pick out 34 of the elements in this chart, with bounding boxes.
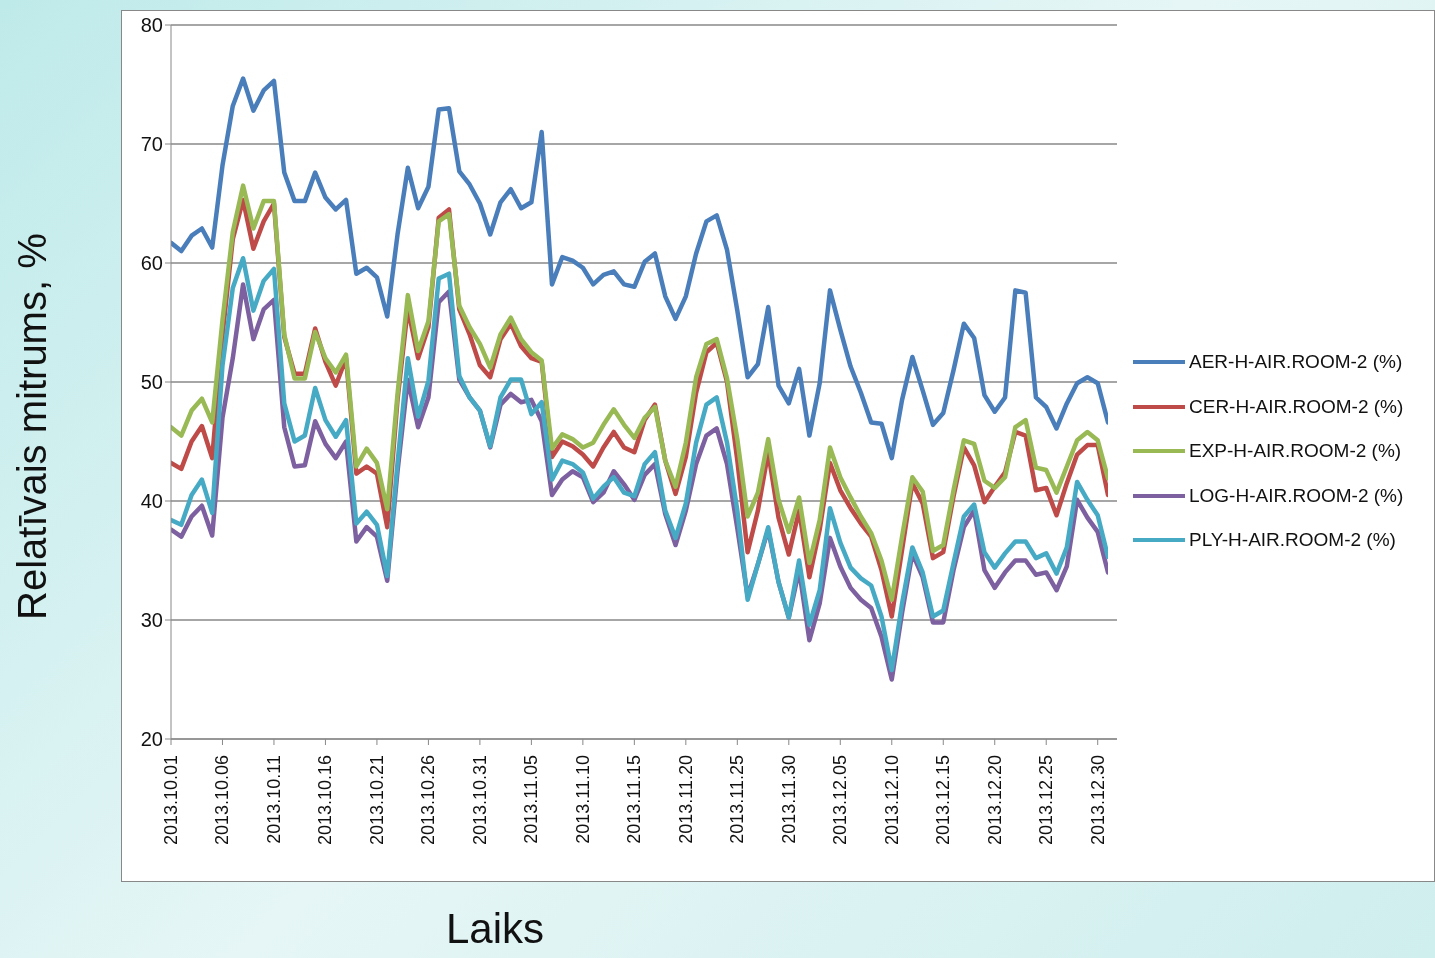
legend-label: AER-H-AIR.ROOM-2 (%): [1189, 351, 1403, 374]
x-tick-label: 2013.12.30: [1087, 755, 1108, 846]
y-tick-label: 30: [140, 609, 163, 632]
x-tick-label: 2013.11.25: [727, 755, 748, 844]
x-tick-label: 2013.11.20: [675, 755, 696, 844]
y-tick-label: 40: [140, 490, 163, 513]
x-tick-label: 2013.10.06: [212, 755, 233, 846]
y-tick-label: 60: [140, 252, 163, 275]
y-tick-label: 20: [140, 728, 163, 751]
x-tick-label: 2013.12.10: [881, 755, 902, 846]
y-axis-title: Relatīvais mitrums, %: [9, 232, 55, 620]
x-tick-label: 2013.11.30: [778, 755, 799, 844]
x-tick-label: 2013.10.26: [418, 755, 439, 846]
legend-label: EXP-H-AIR.ROOM-2 (%): [1189, 440, 1402, 463]
y-tick-label: 70: [140, 133, 163, 156]
x-tick-label: 2013.12.20: [984, 755, 1005, 846]
x-tick-label: 2013.11.10: [572, 755, 593, 844]
x-tick-label: 2013.10.31: [469, 755, 490, 846]
x-axis-title: Laiks: [444, 905, 546, 953]
x-tick-label: 2013.10.01: [161, 755, 181, 846]
x-tick-label: 2013.12.05: [830, 755, 851, 846]
line-series: [171, 76, 1108, 461]
x-tick-label: 2013.11.05: [521, 755, 542, 844]
legend-label: PLY-H-AIR.ROOM-2 (%): [1189, 529, 1396, 552]
legend-label: LOG-H-AIR.ROOM-2 (%): [1189, 484, 1404, 507]
y-tick-label: 50: [140, 371, 163, 394]
x-tick-label: 2013.11.15: [624, 755, 645, 844]
x-tick-label: 2013.10.16: [315, 755, 336, 846]
x-tick-label: 2013.10.11: [263, 755, 284, 844]
x-tick-label: 2013.10.21: [366, 755, 387, 846]
x-tick-label: 2013.12.25: [1036, 755, 1057, 846]
legend-label: CER-H-AIR.ROOM-2 (%): [1189, 395, 1404, 418]
x-tick-label: 2013.12.15: [933, 755, 954, 846]
y-tick-label: 80: [140, 14, 163, 37]
